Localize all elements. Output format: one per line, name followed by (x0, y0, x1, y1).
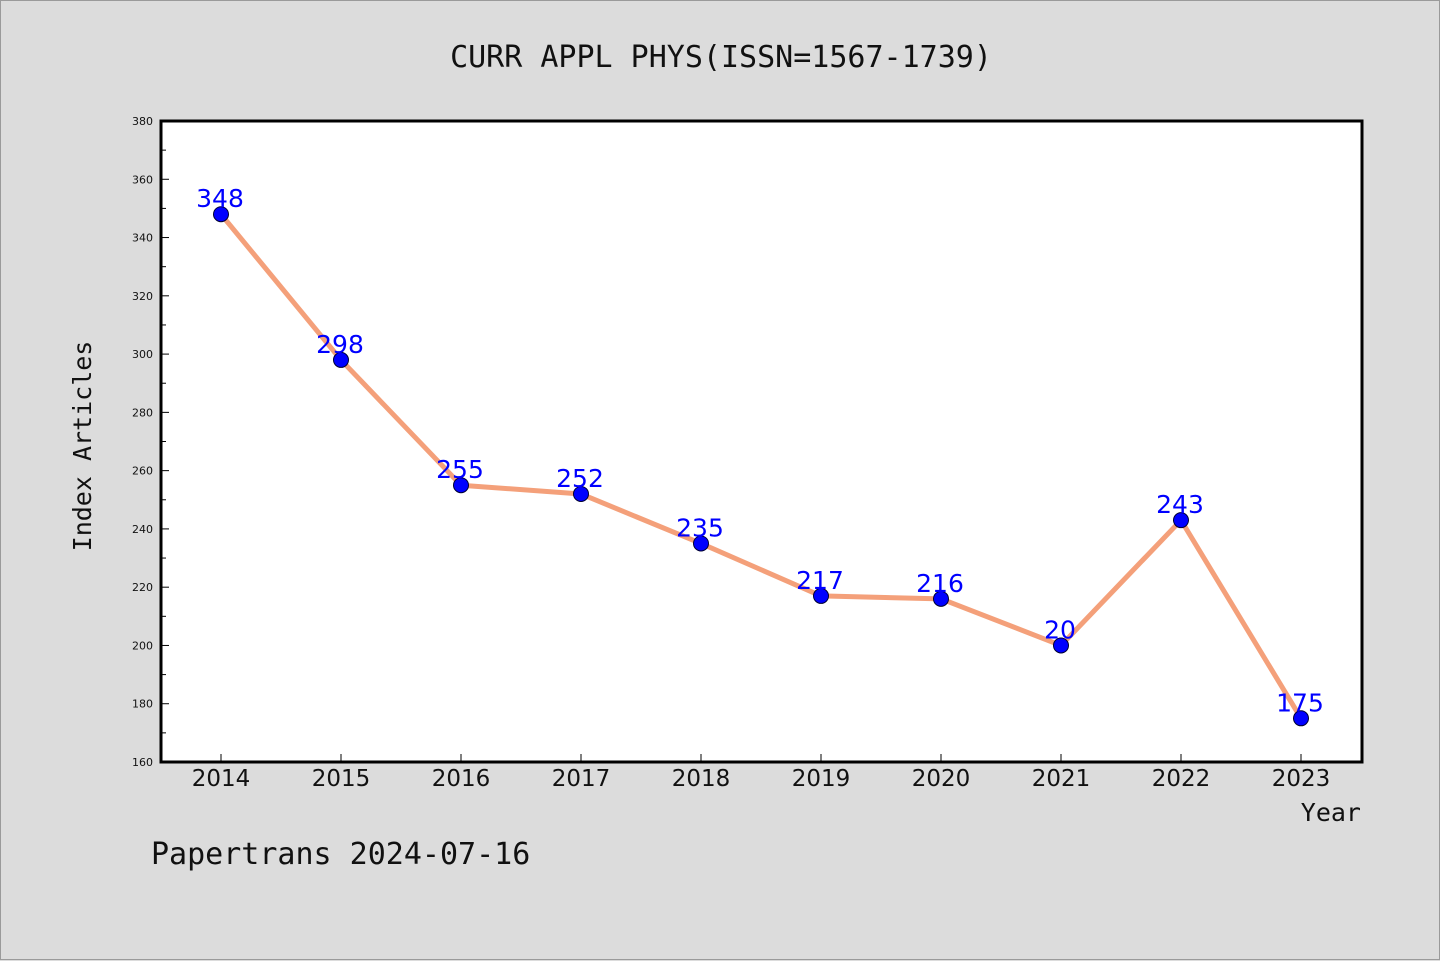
x-tick-label: 2016 (432, 766, 491, 792)
data-point (1293, 710, 1309, 727)
series-line (219, 212, 1304, 720)
y-tick-label: 240 (132, 523, 153, 536)
data-label: 255 (436, 455, 484, 484)
x-axis-title: Year (1301, 798, 1361, 827)
data-label: 175 (1276, 688, 1324, 717)
footer-watermark: Papertrans 2024-07-16 (151, 837, 530, 872)
data-point (813, 587, 829, 604)
data-point (1053, 637, 1069, 654)
y-tick-label: 360 (132, 173, 153, 186)
y-tick-label: 340 (132, 232, 153, 245)
plot-area (159, 119, 1364, 764)
data-point (573, 485, 589, 502)
y-tick-label: 200 (132, 639, 153, 652)
y-axis-title: Index Articles (68, 341, 97, 552)
x-axis: 2014 2015 2016 2017 2018 2019 2020 2021 2022 2023 (192, 754, 1331, 792)
x-tick-label: 2015 (312, 766, 371, 792)
data-point (1173, 512, 1189, 529)
data-label: 217 (796, 566, 844, 595)
x-tick-label: 2019 (792, 766, 851, 792)
y-tick-label: 160 (132, 756, 153, 769)
y-axis: 160 180 200 220 240 260 280 300 320 340 360 380 (132, 115, 169, 769)
series-markers (213, 206, 1309, 727)
y-tick-label: 180 (132, 698, 153, 711)
data-label: 243 (1156, 490, 1204, 519)
chart-title: CURR APPL PHYS(ISSN=1567-1739) (450, 40, 992, 75)
data-point (453, 477, 469, 494)
data-labels: 348 298 255 252 235 217 216 20 243 175 (196, 184, 1324, 717)
x-tick-label: 2020 (912, 766, 971, 792)
data-label: 298 (316, 330, 364, 359)
y-tick-label: 300 (132, 348, 153, 361)
x-tick-label: 2018 (672, 766, 731, 792)
data-point (933, 590, 949, 607)
y-tick-label: 380 (132, 115, 153, 128)
x-tick-label: 2021 (1032, 766, 1091, 792)
y-tick-label: 320 (132, 290, 153, 303)
x-tick-label: 2022 (1152, 766, 1211, 792)
x-tick-label: 2014 (192, 766, 251, 792)
data-point (693, 535, 709, 552)
y-tick-label: 220 (132, 581, 153, 594)
data-point (333, 351, 349, 368)
data-point (213, 206, 229, 223)
x-tick-label: 2023 (1272, 766, 1331, 792)
data-label: 235 (676, 513, 724, 542)
y-tick-label: 260 (132, 465, 153, 478)
x-tick-label: 2017 (552, 766, 611, 792)
data-label: 216 (916, 569, 964, 598)
data-label: 348 (196, 184, 244, 213)
data-label: 252 (556, 464, 604, 493)
y-tick-label: 280 (132, 406, 153, 419)
data-label: 20 (1044, 615, 1076, 644)
